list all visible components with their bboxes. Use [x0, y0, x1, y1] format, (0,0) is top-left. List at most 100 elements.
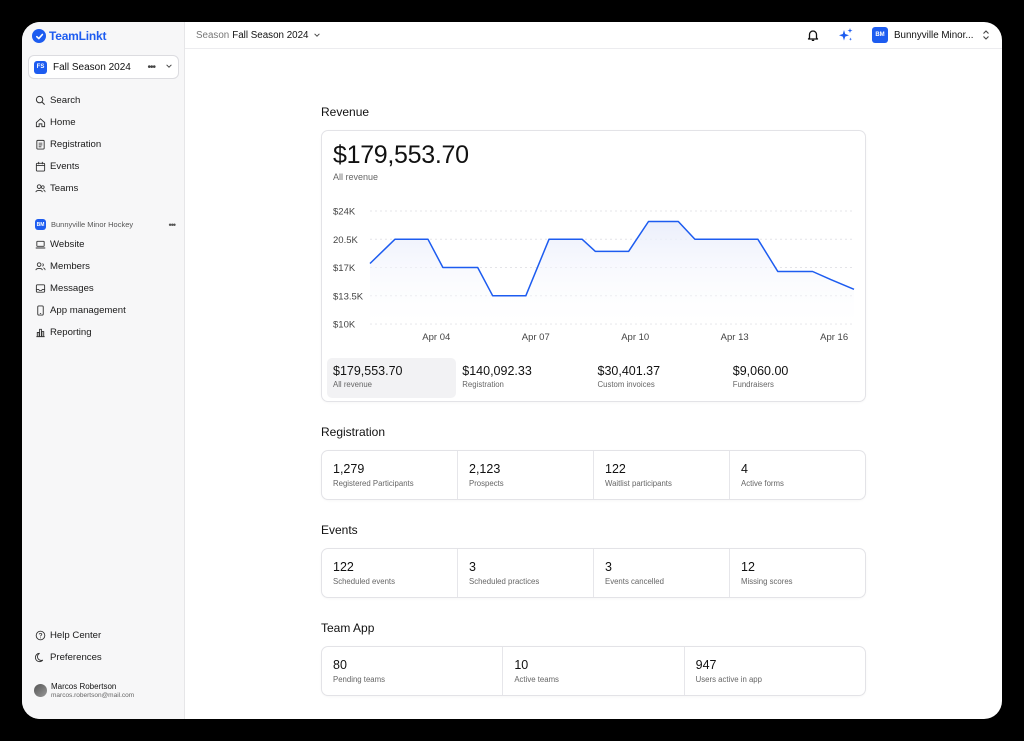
- nav-item-app-management[interactable]: App management: [22, 299, 185, 321]
- more-icon[interactable]: •••: [147, 61, 155, 73]
- laptop-icon: [35, 239, 46, 250]
- nav-item-help-center[interactable]: Help Center: [22, 625, 185, 647]
- stat-label: Registration: [462, 380, 504, 389]
- more-icon[interactable]: •••: [168, 219, 177, 230]
- help-icon: [35, 630, 46, 641]
- y-tick-label: $13.5K: [333, 291, 364, 302]
- stat-value: 3: [605, 560, 612, 574]
- bell-icon[interactable]: [806, 28, 820, 42]
- nav-item-label: App management: [50, 304, 126, 316]
- inbox-icon: [35, 283, 46, 294]
- user-email: marcos.robertson@mail.com: [51, 692, 135, 699]
- stat-value: 122: [605, 462, 626, 476]
- stat-label: Prospects: [469, 479, 504, 488]
- breadcrumb-value: Fall Season 2024: [232, 30, 309, 41]
- season-name: Fall Season 2024: [53, 61, 131, 73]
- stat-value: 10: [514, 658, 529, 672]
- chevron-down-icon[interactable]: [165, 62, 173, 72]
- registration-title: Registration: [321, 425, 386, 439]
- avatar: [34, 684, 47, 697]
- team-icon: [35, 183, 46, 194]
- nav-item-home[interactable]: Home: [22, 112, 185, 134]
- nav-item-label: Website: [50, 239, 85, 251]
- stat-value: $30,401.37: [597, 364, 661, 378]
- stat-value: 122: [333, 560, 354, 574]
- team-app-title: Team App: [321, 621, 375, 635]
- y-tick-label: $10K: [333, 320, 356, 331]
- chart-icon: [35, 327, 46, 338]
- stat-label: Fundraisers: [732, 380, 774, 389]
- clipboard-icon: [35, 139, 46, 150]
- registration-card: 1,279 Registered Participants 2,123 Pros…: [321, 450, 866, 500]
- chevron-up-down-icon: [982, 29, 990, 42]
- org-header[interactable]: BM Bunnyville Minor Hockey •••: [35, 219, 177, 230]
- nav-item-teams[interactable]: Teams: [22, 177, 185, 199]
- stat-label: Active teams: [514, 675, 559, 684]
- nav-item-messages[interactable]: Messages: [22, 278, 185, 300]
- revenue-stat-all[interactable]: $179,553.70 All revenue: [327, 358, 457, 398]
- members-icon: [35, 261, 46, 272]
- brand-logo[interactable]: TeamLinkt: [32, 29, 107, 43]
- season-avatar: FS: [34, 60, 47, 74]
- home-icon: [35, 117, 46, 128]
- stat-label: Custom invoices: [597, 380, 655, 389]
- revenue-line[interactable]: [369, 220, 855, 297]
- user-name: Marcos Robertson: [51, 682, 117, 691]
- nav-item-label: Reporting: [50, 326, 92, 338]
- sparkle-icon[interactable]: [838, 27, 854, 43]
- stat-scheduled-events[interactable]: 122 Scheduled events: [322, 549, 457, 597]
- revenue-total: $179,553.70: [333, 141, 469, 169]
- org-name: Bunnyville Minor...: [894, 29, 974, 41]
- revenue-chart: $24K 20.5K $17K $13.5K $10K Apr 04 Apr 07 Apr 1…: [333, 207, 855, 343]
- y-tick-label: 20.5K: [333, 235, 358, 246]
- stat-scheduled-practices[interactable]: 3 Scheduled practices: [457, 549, 593, 597]
- stat-value: $179,553.70: [333, 364, 403, 378]
- stat-value: 947: [695, 658, 717, 672]
- x-tick-label: Apr 04: [422, 332, 450, 343]
- events-card: 122 Scheduled events 3 Scheduled practic…: [321, 548, 866, 598]
- stat-prospects[interactable]: 2,123 Prospects: [457, 451, 593, 499]
- revenue-stat-custom-invoices[interactable]: $30,401.37 Custom invoices: [592, 358, 727, 398]
- stat-value: 2,123: [469, 462, 501, 476]
- stat-active-teams[interactable]: 10 Active teams: [502, 647, 683, 695]
- stat-value: 12: [741, 560, 755, 574]
- stat-missing-scores[interactable]: 12 Missing scores: [729, 549, 865, 597]
- nav-item-label: Events: [50, 160, 80, 172]
- revenue-stat-registration[interactable]: $140,092.33 Registration: [456, 358, 591, 398]
- nav-item-preferences[interactable]: Preferences: [22, 647, 185, 669]
- season-breadcrumb[interactable]: Season Fall Season 2024: [196, 30, 321, 41]
- stat-active-forms[interactable]: 4 Active forms: [729, 451, 865, 499]
- stat-label: Scheduled practices: [469, 577, 540, 586]
- nav-item-events[interactable]: Events: [22, 155, 185, 177]
- nav-item-label: Preferences: [50, 652, 102, 664]
- nav-item-website[interactable]: Website: [22, 234, 185, 256]
- stat-pending-teams[interactable]: 80 Pending teams: [322, 647, 502, 695]
- events-stats: 122 Scheduled events 3 Scheduled practic…: [322, 549, 865, 597]
- nav-item-members[interactable]: Members: [22, 256, 185, 278]
- sidebar: TeamLinkt FS Fall Season 2024 ••• Search…: [22, 22, 185, 719]
- stat-events-cancelled[interactable]: 3 Events cancelled: [593, 549, 729, 597]
- org-nav: Website Members Messages App management …: [22, 234, 185, 343]
- stat-value: $9,060.00: [732, 364, 789, 378]
- stat-label: Users active in app: [695, 675, 762, 684]
- x-tick-label: Apr 10: [621, 332, 649, 343]
- stat-registered-participants[interactable]: 1,279 Registered Participants: [322, 451, 457, 499]
- stat-label: Events cancelled: [605, 577, 664, 586]
- nav-item-label: Registration: [50, 138, 102, 150]
- nav-item-reporting[interactable]: Reporting: [22, 321, 185, 343]
- stat-value: $140,092.33: [462, 364, 532, 378]
- nav-item-label: Search: [50, 95, 81, 107]
- phone-icon: [35, 305, 46, 316]
- org-switcher[interactable]: BM Bunnyville Minor...: [872, 27, 990, 43]
- user-profile[interactable]: Marcos Robertson marcos.robertson@mail.c…: [34, 682, 134, 699]
- revenue-stat-fundraisers[interactable]: $9,060.00 Fundraisers: [727, 358, 862, 398]
- org-avatar: BM: [35, 219, 46, 230]
- stat-waitlist-participants[interactable]: 122 Waitlist participants: [593, 451, 729, 499]
- season-switcher[interactable]: FS Fall Season 2024 •••: [28, 55, 179, 79]
- events-title: Events: [321, 523, 358, 537]
- x-tick-label: Apr 13: [721, 332, 749, 343]
- stat-users-active-in-app[interactable]: 947 Users active in app: [683, 647, 865, 695]
- nav-item-search[interactable]: Search: [22, 90, 185, 112]
- nav-item-registration[interactable]: Registration: [22, 134, 185, 156]
- bottom-nav: Help Center Preferences: [22, 625, 185, 669]
